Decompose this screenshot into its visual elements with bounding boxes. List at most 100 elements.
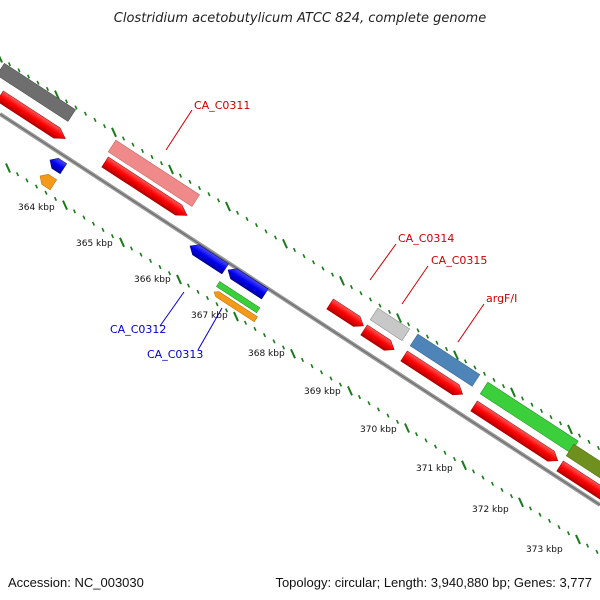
inner-tick (338, 382, 343, 387)
feature-ca-c0314-gray (369, 307, 411, 341)
inner-tick (386, 413, 390, 418)
inner-tick-row (5, 163, 599, 554)
tick-label: 365 kbp (76, 239, 113, 249)
label-argf[interactable]: argF/I (486, 292, 517, 305)
inner-tick (62, 200, 68, 211)
outer-tick (558, 421, 563, 426)
label-ca-c0313[interactable]: CA_C0313 (147, 348, 203, 361)
feature-ca-c0313-green (216, 281, 261, 314)
feature-gray-left (0, 62, 76, 122)
inner-tick (53, 196, 58, 202)
label-ca-c0315[interactable]: CA_C0315 (431, 254, 487, 267)
inner-tick (319, 370, 324, 375)
tick-label: 367 kbp (191, 311, 228, 321)
inner-tick (290, 348, 296, 359)
inner-tick (538, 512, 542, 517)
label-ca-c0312[interactable]: CA_C0312 (110, 323, 166, 336)
backbone-core (0, 113, 600, 506)
outer-tick (339, 275, 345, 286)
outer-tick (302, 253, 306, 259)
label-ca-c0314[interactable]: CA_C0314 (398, 232, 454, 245)
cds-forward-5 (470, 400, 559, 462)
inner-tick (176, 274, 182, 285)
outer-tick (453, 350, 459, 361)
accession-text: Accession: NC_003030 (8, 575, 144, 590)
outer-tick (444, 346, 449, 352)
inner-tick (262, 333, 267, 338)
cds-reverse-ca-c0312-a (189, 244, 229, 275)
outer-tick (54, 90, 60, 101)
tick-label: 369 kbp (304, 387, 341, 397)
inner-tick (357, 394, 362, 400)
outer-tick (83, 111, 88, 116)
outer-tick (539, 408, 544, 414)
inner-tick (233, 311, 239, 322)
cds-forward-4 (400, 350, 463, 396)
inner-tick (367, 401, 371, 406)
inner-tick (72, 209, 77, 214)
tick-label: 368 kbp (248, 349, 285, 359)
inner-tick (329, 376, 333, 381)
feature-orange-small (39, 173, 58, 191)
outer-tick (178, 173, 183, 178)
inner-tick (119, 237, 125, 248)
outer-tick (425, 334, 430, 339)
inner-tick (91, 221, 96, 226)
outer-tick (140, 148, 145, 153)
inner-tick (595, 549, 599, 554)
inner-tick (281, 345, 286, 350)
outer-tick (111, 127, 117, 138)
outer-tick (492, 377, 496, 383)
inner-tick (101, 227, 105, 233)
inner-tick (34, 184, 39, 189)
inner-tick (148, 258, 153, 263)
map-title: Clostridium acetobutylicum ATCC 824, com… (114, 11, 486, 26)
outer-tick (150, 154, 154, 160)
outer-tick (17, 68, 21, 73)
outer-tick (93, 117, 97, 123)
outer-tick (264, 229, 268, 234)
outer-tick (368, 297, 373, 302)
inner-tick (5, 163, 11, 173)
inner-tick (414, 432, 419, 437)
inner-tick (347, 385, 353, 396)
outer-tick (102, 123, 107, 129)
inner-tick (129, 246, 134, 251)
inner-tick (25, 178, 29, 183)
tick-labels: 364 kbp 365 kbp 366 kbp 367 kbp 368 kbp … (18, 203, 563, 555)
inner-tick (500, 487, 504, 493)
outer-tick (349, 284, 354, 290)
outer-tick (188, 179, 192, 184)
outer-tick (520, 396, 525, 401)
inner-tick (547, 518, 552, 524)
inner-tick (404, 423, 410, 433)
inner-tick (575, 534, 581, 545)
outer-tick (577, 433, 582, 438)
outer-tick (225, 201, 231, 212)
inner-tick (167, 271, 172, 276)
leader-ca-c0315 (401, 265, 429, 305)
tick-label: 364 kbp (18, 203, 55, 213)
cds-forward-2 (326, 298, 364, 327)
outer-tick (45, 86, 50, 92)
feature-ca-c0311-pink (107, 139, 200, 207)
inner-tick (557, 524, 561, 530)
cds-forward-6 (556, 460, 600, 505)
inner-tick (253, 326, 257, 332)
label-ca-c0311[interactable]: CA_C0311 (194, 99, 250, 112)
outer-tick (235, 210, 240, 215)
inner-tick (471, 469, 476, 474)
inner-tick (518, 497, 524, 508)
outer-tick (359, 291, 363, 296)
outer-tick (416, 328, 420, 333)
outer-tick (131, 142, 135, 147)
feature-ca-c0315-steelblue (409, 333, 481, 387)
outer-tick (245, 216, 249, 222)
outer-tick (587, 439, 591, 444)
outer-tick (159, 161, 164, 166)
outer-tick (64, 99, 69, 104)
outer-tick (121, 136, 126, 141)
outer-tick (501, 383, 506, 389)
outer-tick (0, 55, 3, 63)
